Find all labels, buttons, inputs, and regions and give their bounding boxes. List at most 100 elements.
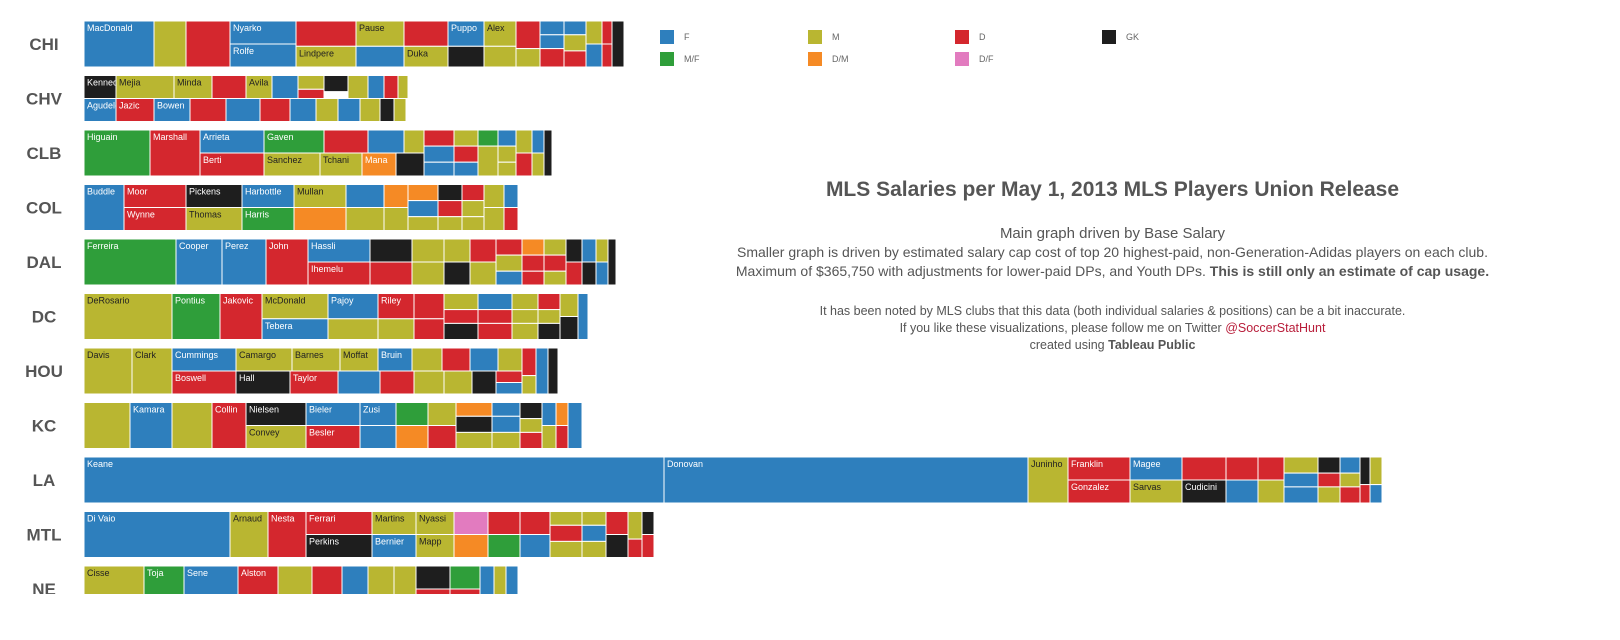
player-tile-dal-16[interactable] [495,270,523,286]
player-tile-la-22[interactable] [1359,456,1371,486]
player-tile-dal-15[interactable] [495,254,523,272]
player-tile-hou-11[interactable] [379,370,415,395]
player-tile-dc-10[interactable] [413,318,445,340]
player-tile-dc-21[interactable] [537,309,561,324]
player-tile-kc-22[interactable] [519,431,543,449]
legend-item-d[interactable]: D [955,30,986,44]
player-tile-hou-20[interactable] [497,347,523,372]
player-tile-clb-21[interactable] [497,145,517,163]
player-tile-mtl-10[interactable] [453,534,489,558]
player-tile-chv-20[interactable] [367,75,385,99]
player-tile-chi-15[interactable] [515,20,541,50]
player-tile-la-21[interactable] [1339,486,1361,504]
player-tile-mtl-1[interactable] [229,511,269,558]
player-tile-clb-22[interactable] [497,161,517,177]
player-tile-la-13[interactable] [1283,456,1319,474]
player-tile-dal-12[interactable] [469,238,497,263]
player-tile-dal-22[interactable] [543,270,567,286]
player-tile-la-23[interactable] [1359,484,1371,504]
player-tile-hou-24[interactable] [547,347,559,395]
player-tile-mtl-18[interactable] [581,511,607,526]
player-tile-dal-24[interactable] [565,261,583,286]
player-tile-chv-8[interactable] [225,98,261,122]
player-tile-mtl-21[interactable] [605,511,629,535]
player-tile-dc-24[interactable] [559,316,579,340]
legend-item-dm[interactable]: D/M [808,52,849,66]
player-tile-mtl-26[interactable] [641,534,655,558]
twitter-link[interactable]: @SoccerStatHunt [1225,321,1326,335]
player-tile-hou-12[interactable] [411,347,443,372]
player-tile-dc-11[interactable] [443,293,479,311]
player-tile-chv-16[interactable] [323,75,349,93]
player-tile-dc-15[interactable] [477,309,513,324]
player-tile-col-10[interactable] [345,207,385,231]
player-tile-dc-17[interactable] [511,293,539,311]
player-tile-hou-8[interactable] [337,370,381,395]
player-tile-chv-15[interactable] [315,98,339,122]
player-tile-dc-9[interactable] [413,293,445,320]
player-tile-chv-7[interactable] [211,75,247,99]
player-tile-chv-24[interactable] [397,75,409,99]
player-tile-col-24[interactable] [503,184,519,208]
legend-item-df[interactable]: D/F [955,52,994,66]
player-tile-kc-0[interactable] [83,402,131,449]
player-tile-chi-11[interactable] [447,20,485,47]
player-tile-clb-13[interactable] [423,145,455,163]
player-tile-kc-18[interactable] [491,415,521,433]
player-tile-dc-6[interactable] [327,318,379,340]
player-tile-chv-23[interactable] [393,98,407,122]
player-tile-chv-14[interactable] [297,88,325,100]
player-tile-clb-16[interactable] [453,145,479,163]
player-tile-mtl-14[interactable] [519,534,551,558]
player-tile-kc-11[interactable] [395,425,429,449]
player-tile-col-25[interactable] [503,207,519,231]
player-tile-clb-23[interactable] [515,129,533,154]
player-tile-hou-0[interactable] [83,347,133,395]
player-tile-chi-5[interactable] [295,20,357,47]
player-tile-dal-14[interactable] [495,238,523,256]
player-tile-kc-10[interactable] [395,402,429,426]
player-tile-chv-11[interactable] [271,75,299,99]
player-tile-hou-19[interactable] [495,382,523,395]
player-tile-dal-13[interactable] [469,261,497,286]
player-tile-dc-18[interactable] [511,309,539,324]
player-tile-hou-16[interactable] [469,347,499,372]
player-tile-kc-21[interactable] [519,418,543,433]
player-tile-hou-23[interactable] [535,347,549,395]
player-tile-mtl-20[interactable] [581,540,607,559]
player-tile-chi-19[interactable] [539,48,565,68]
player-tile-chi-14[interactable] [483,45,517,68]
player-tile-clb-25[interactable] [531,129,545,154]
player-tile-col-8[interactable] [293,207,347,231]
player-tile-mtl-2[interactable] [267,511,307,558]
player-tile-chv-19[interactable] [359,98,381,122]
player-tile-clb-12[interactable] [423,129,455,147]
player-tile-clb-20[interactable] [497,129,517,147]
player-tile-chi-16[interactable] [515,48,541,68]
player-tile-chi-25[interactable] [601,20,613,45]
player-tile-chv-6[interactable] [189,98,227,122]
player-tile-clb-7[interactable] [323,129,369,154]
player-tile-clb-27[interactable] [543,129,553,177]
player-tile-dc-2[interactable] [219,293,263,340]
player-tile-col-12[interactable] [383,207,409,231]
player-tile-la-25[interactable] [1369,484,1383,504]
player-tile-dal-11[interactable] [443,261,471,286]
player-tile-kc-12[interactable] [427,402,457,426]
player-tile-kc-19[interactable] [491,431,521,449]
player-tile-chi-26[interactable] [601,43,613,68]
player-tile-la-19[interactable] [1339,456,1361,474]
player-tile-chv-22[interactable] [383,75,399,99]
player-tile-chi-27[interactable] [611,20,625,68]
player-tile-clb-10[interactable] [395,152,425,177]
player-tile-la-11[interactable] [1257,456,1285,481]
player-tile-dal-8[interactable] [411,238,445,263]
player-tile-col-14[interactable] [407,200,439,218]
player-tile-clb-26[interactable] [531,152,545,177]
player-tile-chi-24[interactable] [585,43,603,68]
player-tile-kc-20[interactable] [519,402,543,420]
player-tile-dc-25[interactable] [577,293,589,340]
player-tile-col-17[interactable] [437,200,463,218]
player-tile-clb-17[interactable] [453,161,479,177]
player-tile-chi-1[interactable] [153,20,187,68]
